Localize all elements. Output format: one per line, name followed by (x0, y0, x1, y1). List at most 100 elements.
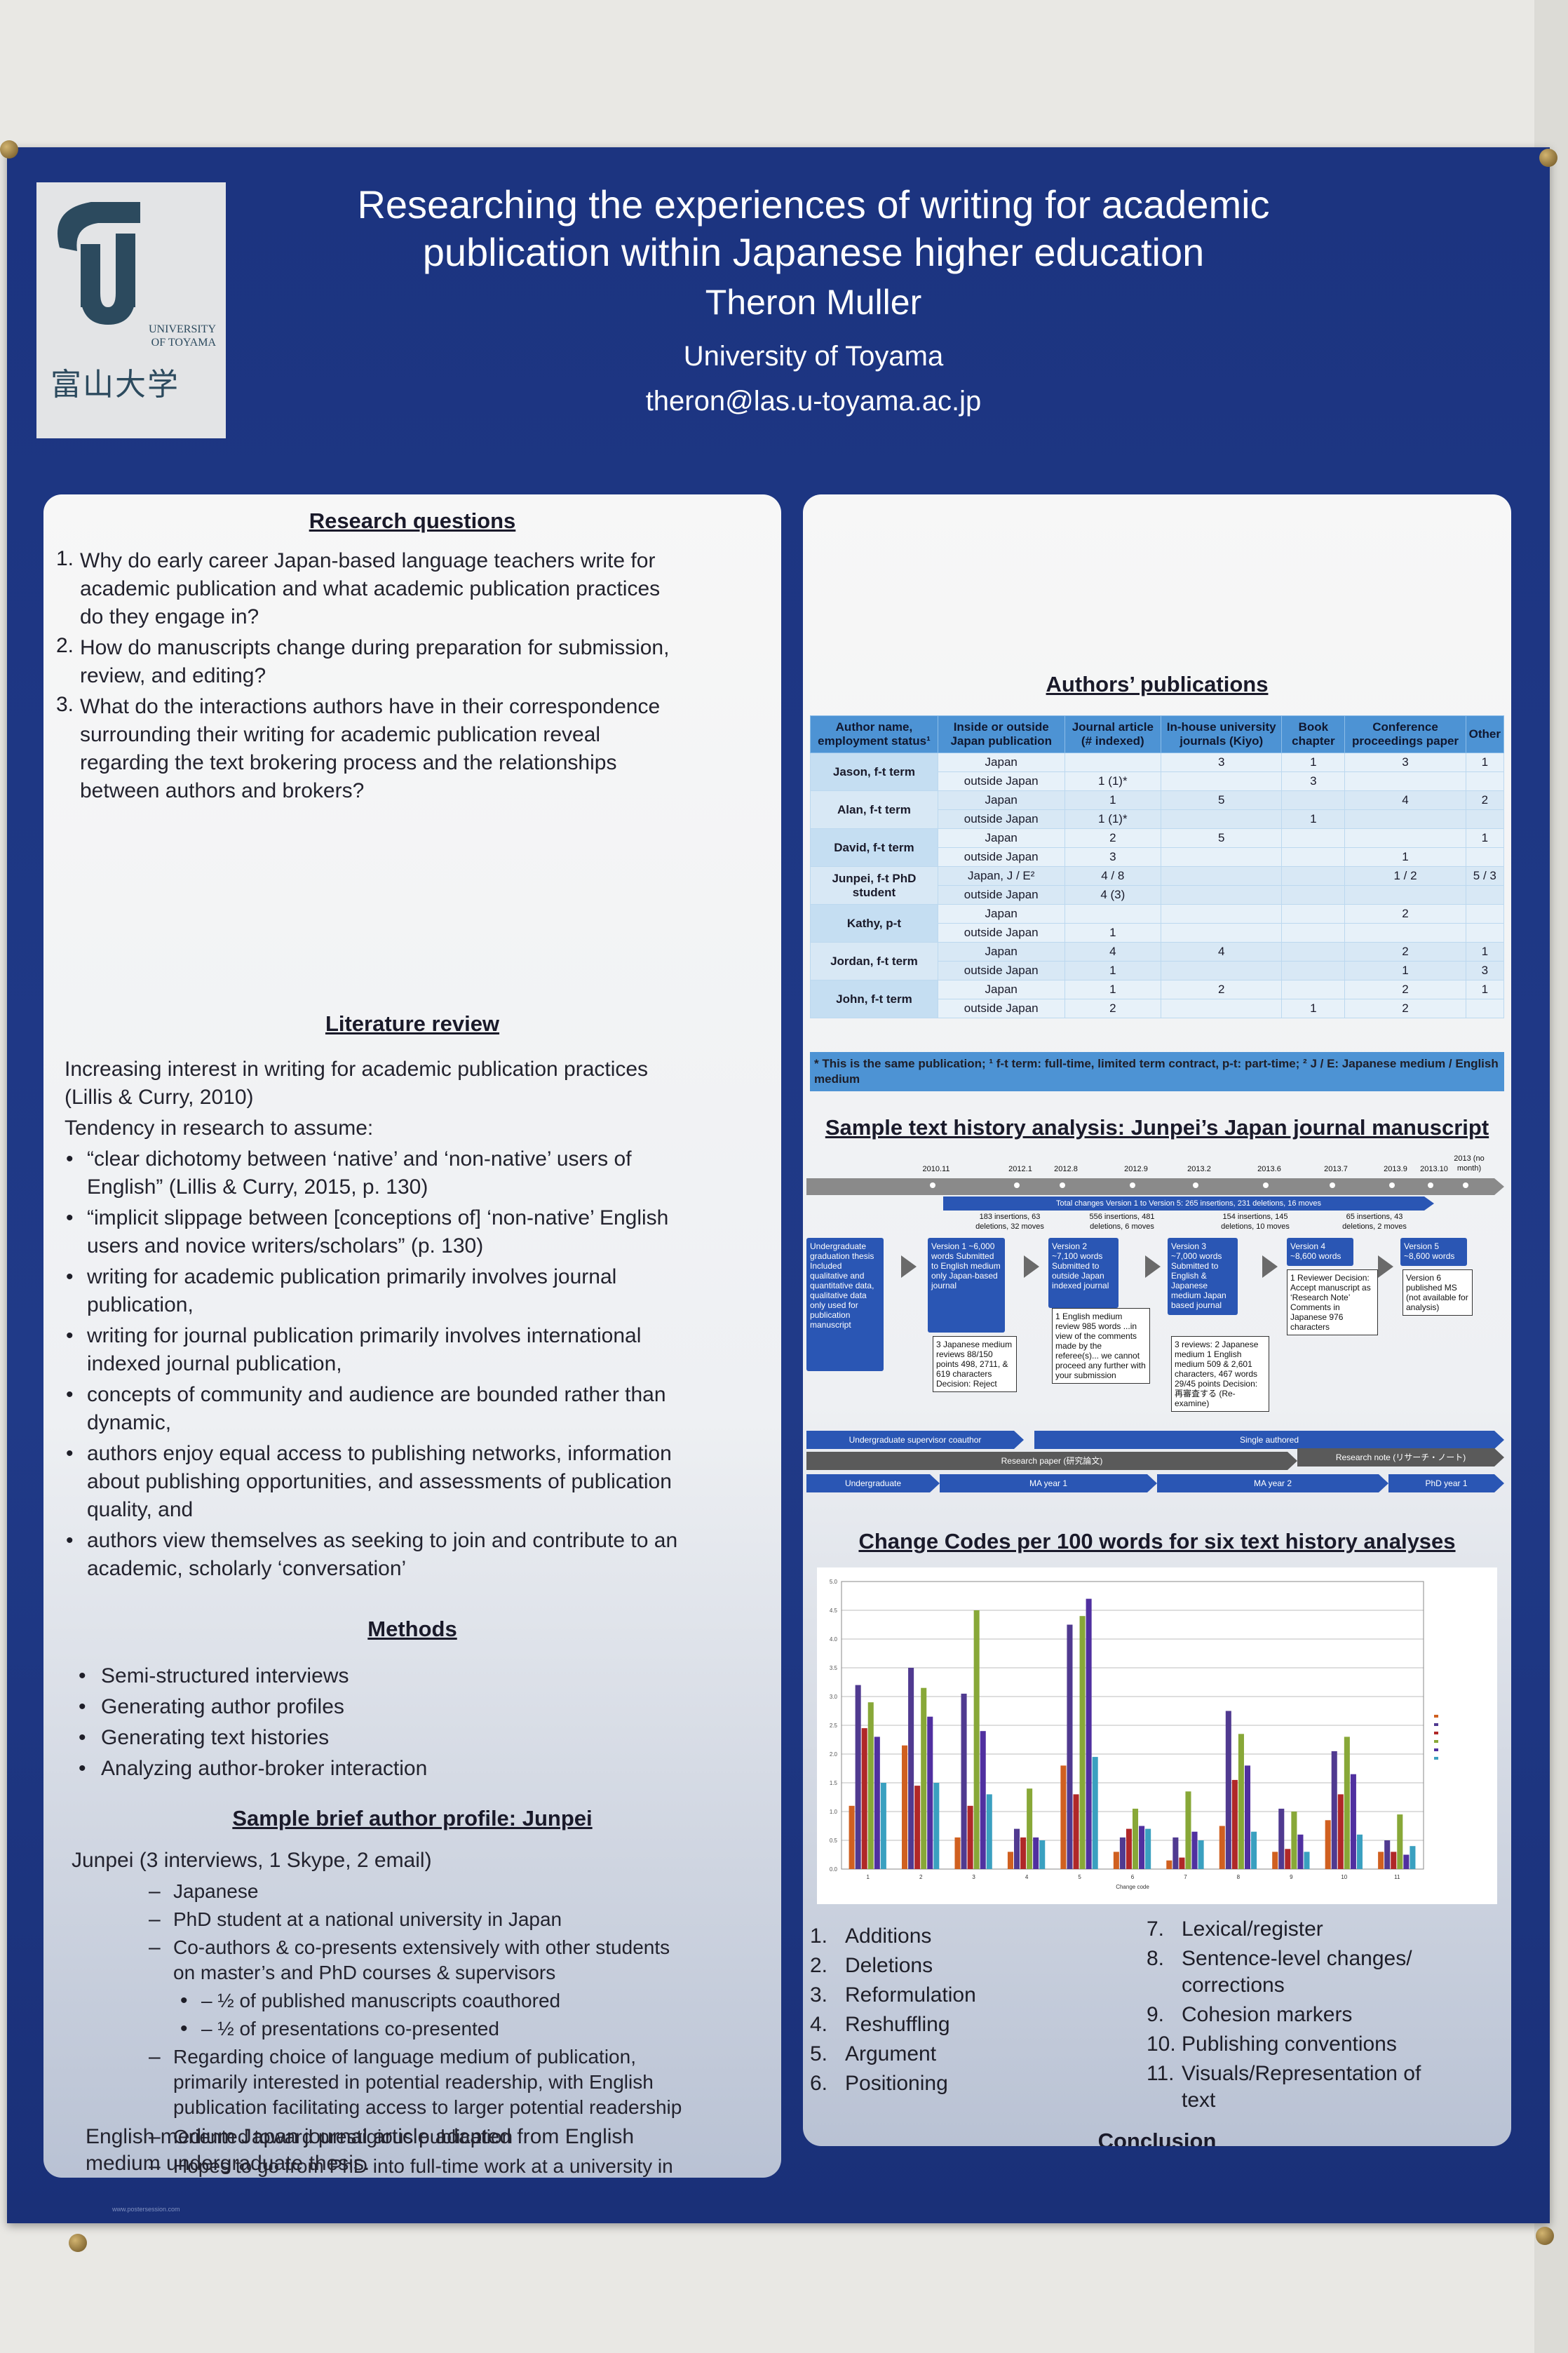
code-label: Deletions (845, 1954, 933, 1977)
footer-logo: www.postersession.com (112, 2206, 180, 2213)
chart-bar (1126, 1828, 1132, 1869)
author-cell: Alan, f-t term (810, 790, 938, 829)
arrow-icon (901, 1255, 917, 1278)
code-label: Publishing conventions (1182, 2032, 1397, 2056)
code-number: 2. (810, 1954, 828, 1977)
timeline-date: 2012.8 (1054, 1165, 1078, 1173)
question-text: do they engage in? (80, 605, 259, 628)
question-text: Why do early career Japan-based language… (80, 549, 656, 572)
table-cell (1161, 961, 1283, 980)
table-cell: 2 (1465, 790, 1505, 810)
chart-bar (973, 1610, 980, 1869)
question-text: academic publication and what academic p… (80, 577, 661, 600)
arrow-icon (1145, 1255, 1161, 1278)
timeline-band-label: Undergraduate (806, 1474, 940, 1492)
table-cell: 3 (1161, 753, 1283, 772)
table-cell (1161, 923, 1283, 943)
author-name: Theron Muller (705, 283, 922, 322)
university-name-ja: 富山大学 (50, 367, 180, 403)
y-tick-label: 0.5 (830, 1838, 838, 1844)
table-row: Jason, f-t term Japan 3 1 3 1 (810, 753, 1505, 791)
code-label: Sentence-level changes/ (1182, 1947, 1412, 1970)
chart-bar (1244, 1765, 1251, 1869)
timeline-heading: Sample text history analysis: Junpei’s J… (825, 1115, 1489, 1140)
chart-bar (1027, 1788, 1033, 1869)
title-line: Researching the experiences of writing f… (357, 182, 1270, 227)
timeline-note: 1 English medium review 985 words ...in … (1052, 1308, 1150, 1384)
table-cell: 1 (1)* (1064, 771, 1162, 791)
bullet-text: authors view themselves as seeking to jo… (87, 1529, 678, 1552)
dash: – (149, 1908, 161, 1931)
chart-bar (1378, 1852, 1384, 1869)
x-tick-label: 7 (1184, 1874, 1187, 1880)
code-number: 10. (1147, 2032, 1176, 2056)
profile-item: Japanese (173, 1880, 259, 1902)
chart-bar (1325, 1820, 1331, 1869)
profile-item: PhD student at a national university in … (173, 1908, 562, 1930)
table-row: outside Japan 2 1 2 (811, 999, 1505, 1018)
chart-bar (1067, 1624, 1073, 1869)
table-cell (1064, 753, 1162, 772)
chart-bar (914, 1786, 921, 1869)
timeline-note: 3 reviews: 2 Japanese medium 1 English m… (1171, 1336, 1269, 1412)
table-cell: 1 (1465, 980, 1505, 999)
table-cell (1465, 771, 1505, 791)
chart-bar (849, 1805, 855, 1869)
code-number: 5. (810, 2042, 828, 2065)
chart-bar (961, 1693, 967, 1869)
code-number: 1. (810, 1924, 828, 1948)
profile-item: Co-authors & co-presents extensively wit… (173, 1936, 670, 1958)
legend-swatch (1434, 1715, 1438, 1718)
timeline-marker (1463, 1182, 1468, 1188)
timeline-change: 183 insertions, 63 deletions, 32 moves (975, 1213, 1044, 1231)
profile-subitem: – ½ of presentations co-presented (201, 2018, 499, 2040)
chart-bar (1145, 1828, 1151, 1869)
table-cell (1465, 923, 1505, 943)
timeline-date: 2010.11 (922, 1165, 950, 1173)
bullet-dot: • (79, 1664, 86, 1687)
logo-text: UNIVERSITY (149, 323, 216, 335)
table-cell (1281, 904, 1346, 924)
chart-bar (1272, 1852, 1278, 1869)
profile-item: publication facilitating access to large… (173, 2096, 682, 2118)
timeline-band-label: MA year 1 (940, 1474, 1157, 1492)
chart-bar (1039, 1840, 1046, 1869)
table-cell: 2 (1344, 980, 1466, 999)
table-cell: Japan (937, 904, 1065, 924)
timeline-band (806, 1178, 1504, 1195)
table-header-cell: Book chapter (1281, 715, 1346, 753)
table-cell: 1 (1064, 961, 1162, 980)
table-cell: 1 (1281, 753, 1346, 772)
profile-item: Oriented toward prestigious publication (173, 2126, 513, 2148)
table-cell: 2 (1064, 828, 1162, 848)
timeline-band-label: Single authored (1034, 1431, 1504, 1449)
timeline-band-label: Research note (リサーチ・ノート) (1297, 1448, 1504, 1467)
author-profile-heading: Sample brief author profile: Junpei (232, 1806, 593, 1831)
table-body: Jason, f-t term Japan 3 1 3 1 outside Japan 1 (… (810, 753, 1505, 1018)
chart-bar (1238, 1734, 1244, 1869)
y-tick-label: 1.5 (830, 1780, 838, 1786)
method-item: Analyzing author-broker interaction (101, 1757, 428, 1780)
poster: UNIVERSITY OF TOYAMA 富山大学 Researching th… (0, 140, 1557, 2252)
bullet-text: quality, and (87, 1498, 194, 1521)
chart-bar (1285, 1849, 1291, 1869)
bullet-dot: • (66, 1442, 74, 1465)
code-number: 6. (810, 2072, 828, 2095)
arrow-icon (1378, 1255, 1393, 1278)
profile-caption: medium undergraduate thesis. (86, 2152, 370, 2175)
chart-bar (1291, 1812, 1297, 1869)
chart-bar (1331, 1751, 1337, 1869)
timeline-note: Version 6 published MS (not available fo… (1403, 1269, 1473, 1316)
bullet-dot: • (79, 1726, 86, 1749)
table-row: Jordan, f-t term Japan 4 4 2 1 (810, 942, 1505, 980)
question-text: regarding the text brokering process and… (80, 751, 617, 774)
table-cell: Japan (937, 980, 1065, 999)
question-number: 3. (56, 693, 74, 716)
table-row: outside Japan 4 (3) (811, 885, 1505, 905)
chart-bar (986, 1794, 992, 1869)
chart-bar (1384, 1840, 1391, 1869)
table-cell: 2 (1161, 980, 1283, 999)
table-cell (1344, 885, 1466, 905)
timeline-change: 154 insertions, 145 deletions, 10 moves (1221, 1213, 1290, 1231)
affiliation: University of Toyama (683, 341, 944, 372)
